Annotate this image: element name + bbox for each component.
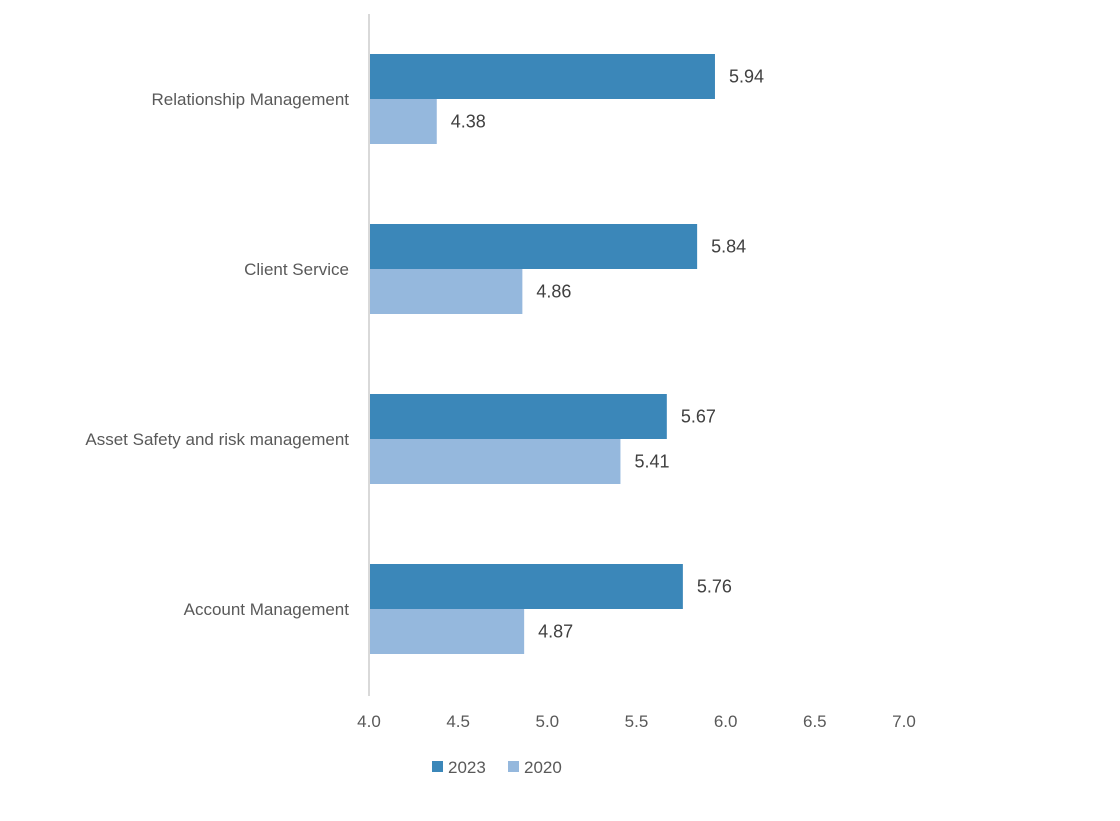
x-tick-label: 6.0 — [714, 712, 738, 731]
x-tick-label: 6.5 — [803, 712, 827, 731]
bar-2020-2 — [369, 269, 523, 314]
bar-2023-3 — [369, 394, 667, 439]
x-axis-tick-labels: 4.0 4.5 5.0 5.5 6.0 6.5 7.0 — [357, 712, 916, 731]
bar-2023-4 — [369, 564, 683, 609]
x-tick-label: 7.0 — [892, 712, 916, 731]
category-label: Asset Safety and risk management — [85, 430, 349, 449]
data-label: 5.84 — [711, 237, 746, 257]
x-tick-label: 5.0 — [536, 712, 560, 731]
bar-2023-1 — [369, 54, 715, 99]
bars-layer — [369, 54, 715, 654]
legend: 2023 2020 — [432, 758, 562, 777]
category-label: Relationship Management — [151, 90, 349, 109]
data-label: 4.86 — [536, 282, 571, 302]
bar-2020-3 — [369, 439, 621, 484]
x-tick-label: 4.0 — [357, 712, 381, 731]
data-labels: 5.94 4.38 5.84 4.86 5.67 5.41 5.76 4.87 — [451, 67, 764, 642]
category-label: Account Management — [184, 600, 350, 619]
data-label: 5.76 — [697, 577, 732, 597]
x-tick-label: 4.5 — [446, 712, 470, 731]
data-label: 5.94 — [729, 67, 764, 87]
category-label: Client Service — [244, 260, 349, 279]
legend-swatch-2020 — [508, 761, 519, 772]
data-label: 5.67 — [681, 407, 716, 427]
legend-label-2023: 2023 — [448, 758, 486, 777]
bar-2020-1 — [369, 99, 437, 144]
bar-2020-4 — [369, 609, 525, 654]
x-tick-label: 5.5 — [625, 712, 649, 731]
data-label: 5.41 — [634, 452, 669, 472]
category-labels: Relationship Management Client Service Ass… — [85, 90, 349, 619]
legend-label-2020: 2020 — [524, 758, 562, 777]
legend-swatch-2023 — [432, 761, 443, 772]
bar-2023-2 — [369, 224, 698, 269]
data-label: 4.87 — [538, 622, 573, 642]
data-label: 4.38 — [451, 112, 486, 132]
